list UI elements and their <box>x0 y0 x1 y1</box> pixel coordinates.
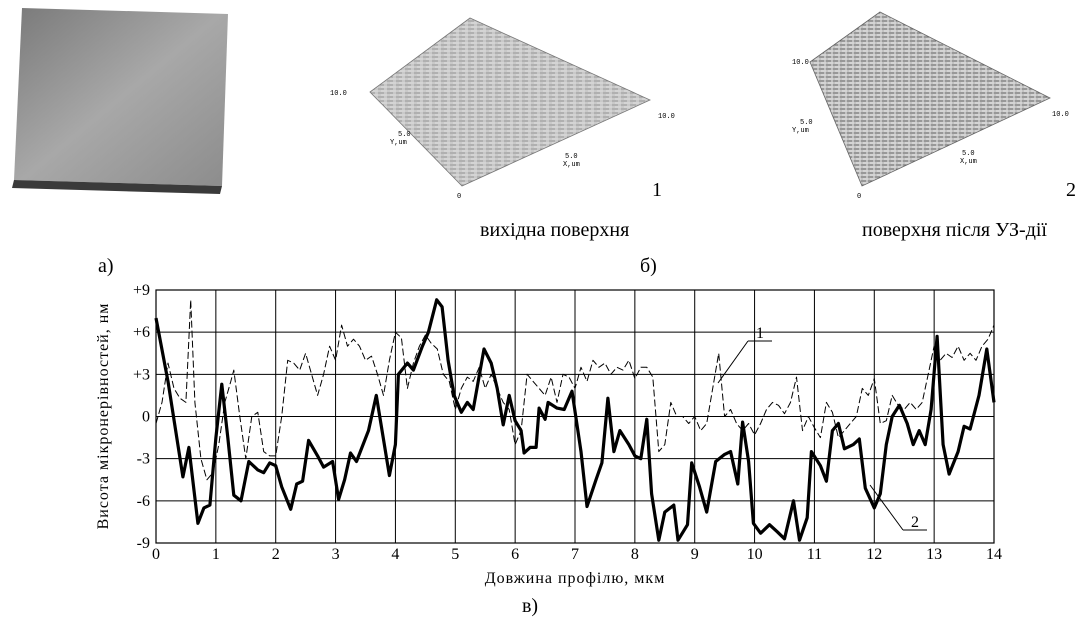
axis-label: 10.0 <box>658 113 675 121</box>
y-tick-label: +9 <box>133 282 150 299</box>
axis-label: X,um <box>563 161 580 169</box>
x-tick-label: 6 <box>511 546 519 563</box>
axis-label: 5.0 <box>962 150 975 158</box>
x-tick-label: 12 <box>866 546 882 563</box>
panel-label: а) <box>98 255 114 277</box>
surface-plot-1: 10.0 5.0 Y,um 0 5.0 X,um 10.0 <box>330 18 675 201</box>
axis-label: 10.0 <box>1052 111 1069 119</box>
x-tick-label: 0 <box>152 546 160 563</box>
y-tick-label: -6 <box>137 493 150 510</box>
x-tick-label: 4 <box>391 546 399 563</box>
axis-label: X,um <box>960 158 977 166</box>
axis-label: 0 <box>457 193 461 201</box>
x-tick-label: 11 <box>807 546 822 563</box>
x-tick-label: 1 <box>212 546 220 563</box>
x-tick-label: 2 <box>272 546 280 563</box>
figure: а) б) 10.0 5.0 Y,um 0 5.0 X,um 10.0 1 ви… <box>0 0 1083 623</box>
y-tick-label: +6 <box>133 324 150 341</box>
y-tick-label: -9 <box>137 535 150 552</box>
axis-label: Y,um <box>792 127 809 135</box>
sample-photo <box>14 8 228 186</box>
y-tick-label: 0 <box>142 409 150 426</box>
axis-label: 10.0 <box>792 59 809 67</box>
axis-label: 5.0 <box>565 153 578 161</box>
surface-caption: вихідна поверхня <box>480 219 629 241</box>
x-tick-label: 14 <box>986 546 1002 563</box>
x-tick-label: 9 <box>691 546 699 563</box>
x-tick-label: 8 <box>631 546 639 563</box>
axis-label: 10.0 <box>330 90 347 98</box>
surface-caption: поверхня після УЗ-дії <box>862 219 1047 241</box>
x-tick-label: 3 <box>332 546 340 563</box>
surface-number: 1 <box>652 179 662 201</box>
annotation-leader <box>718 341 748 383</box>
surface-number: 2 <box>1066 179 1076 201</box>
series-annotation: 1 <box>756 325 764 342</box>
x-tick-label: 7 <box>571 546 579 563</box>
y-tick-label: -3 <box>137 451 150 468</box>
axis-label: 5.0 <box>398 131 411 139</box>
x-tick-label: 10 <box>747 546 763 563</box>
y-axis-label: Висота мікронерівностей, нм <box>95 303 112 530</box>
x-axis-label: Довжина профілю, мкм <box>485 570 666 587</box>
surface-plot-2: 10.0 5.0 Y,um 0 5.0 X,um 10.0 <box>792 12 1069 201</box>
axis-label: 0 <box>857 193 861 201</box>
series-annotation: 2 <box>911 514 919 531</box>
y-tick-label: +3 <box>133 366 150 383</box>
x-tick-label: 5 <box>451 546 459 563</box>
axis-label: 5.0 <box>800 119 813 127</box>
x-tick-label: 13 <box>926 546 942 563</box>
panel-label: б) <box>640 255 657 277</box>
chart-caption: в) <box>522 595 538 617</box>
axis-label: Y,um <box>390 139 407 147</box>
